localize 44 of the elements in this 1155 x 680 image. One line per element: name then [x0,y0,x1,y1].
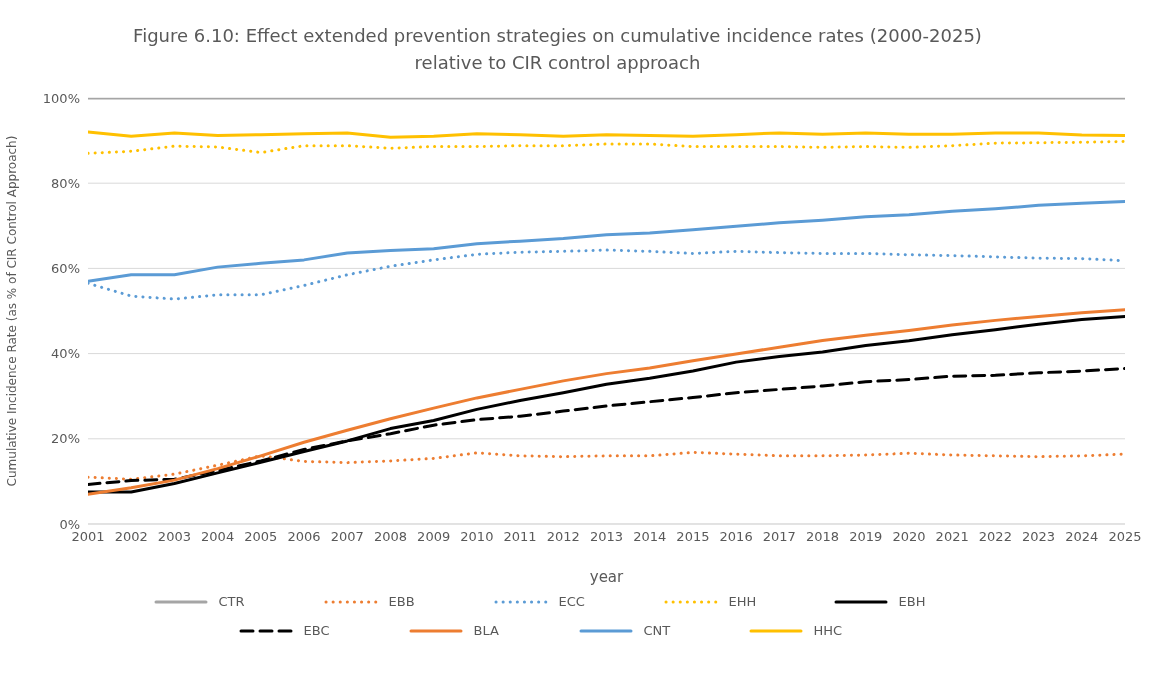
y-tick-label: 100% [42,90,80,106]
y-tick-label: 0% [59,516,80,532]
x-tick-label: 2024 [1065,529,1099,545]
x-tick-label: 2016 [719,529,753,545]
x-axis-title: year [589,568,625,586]
x-tick-label: 2005 [244,529,278,545]
legend-label: EBC [303,623,330,638]
x-tick-label: 2010 [460,529,494,545]
x-tick-label: 2002 [114,529,148,545]
chart-title: Figure 6.10: Effect extended prevention strategies on cumulative incidence rates (2000-2025) relative to CIR control approach [132,24,983,75]
x-tick-label: 2023 [1022,529,1056,545]
x-tick-label: 2014 [633,529,667,545]
line-series [88,139,1125,155]
x-tick-label: 2022 [978,529,1012,545]
legend-label: EBH [898,594,926,609]
legend-label: CTR [218,594,245,609]
y-tick-label: 20% [51,431,80,447]
y-axis-title: Cumulative Incidence Rate (as % of CIR Control Approach) [5,135,20,487]
x-tick-label: 2017 [762,529,796,545]
legend-label: EBB [388,594,415,609]
legend-label: HHC [813,623,843,638]
legend-label: ECC [558,594,585,609]
x-tick-label: 2008 [373,529,408,545]
legend-label: CNT [643,623,671,638]
x-tick-label: 2011 [503,529,537,545]
x-tick-label: 2003 [157,529,191,545]
x-tick-label: 2012 [546,529,580,545]
x-tick-label: 2007 [330,529,364,545]
x-tick-label: 2025 [1108,529,1142,545]
x-tick-label: 2006 [287,529,321,545]
x-tick-label: 2019 [849,529,883,545]
x-tick-label: 2020 [892,529,926,545]
x-tick-label: 2009 [417,529,451,545]
x-tick-label: 2018 [805,529,840,545]
y-tick-label: 40% [51,346,80,362]
x-tick-label: 2001 [71,529,105,545]
legend-label: BLA [473,623,499,638]
x-tick-label: 2015 [676,529,710,545]
x-tick-label: 2021 [935,529,969,545]
x-tick-label: 2004 [201,529,235,545]
x-tick-label: 2013 [589,529,624,545]
legend-label: EHH [728,594,757,609]
y-tick-label: 80% [51,175,80,191]
y-tick-label: 60% [51,261,80,277]
